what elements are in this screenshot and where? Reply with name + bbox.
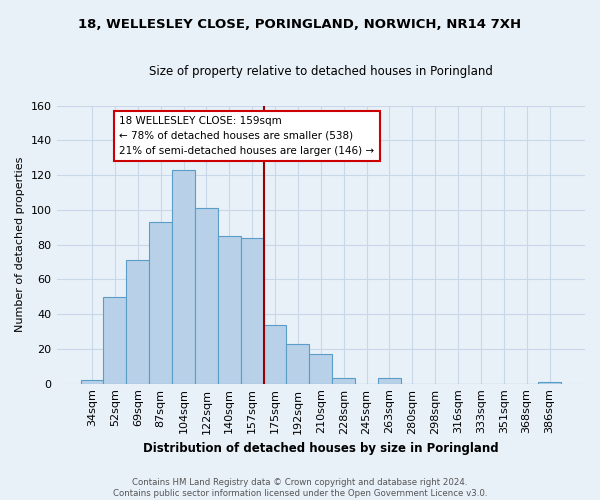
Bar <box>378 378 401 384</box>
Bar <box>241 238 263 384</box>
Bar <box>127 260 149 384</box>
X-axis label: Distribution of detached houses by size in Poringland: Distribution of detached houses by size … <box>143 442 499 455</box>
Title: Size of property relative to detached houses in Poringland: Size of property relative to detached ho… <box>149 65 493 78</box>
Bar <box>172 170 195 384</box>
Bar <box>195 208 218 384</box>
Bar <box>103 297 127 384</box>
Text: 18 WELLESLEY CLOSE: 159sqm
← 78% of detached houses are smaller (538)
21% of sem: 18 WELLESLEY CLOSE: 159sqm ← 78% of deta… <box>119 116 374 156</box>
Text: Contains HM Land Registry data © Crown copyright and database right 2024.
Contai: Contains HM Land Registry data © Crown c… <box>113 478 487 498</box>
Bar <box>332 378 355 384</box>
Bar <box>80 380 103 384</box>
Bar <box>149 222 172 384</box>
Bar <box>538 382 561 384</box>
Bar <box>310 354 332 384</box>
Bar <box>218 236 241 384</box>
Y-axis label: Number of detached properties: Number of detached properties <box>15 157 25 332</box>
Text: 18, WELLESLEY CLOSE, PORINGLAND, NORWICH, NR14 7XH: 18, WELLESLEY CLOSE, PORINGLAND, NORWICH… <box>79 18 521 30</box>
Bar <box>286 344 310 384</box>
Bar <box>263 324 286 384</box>
